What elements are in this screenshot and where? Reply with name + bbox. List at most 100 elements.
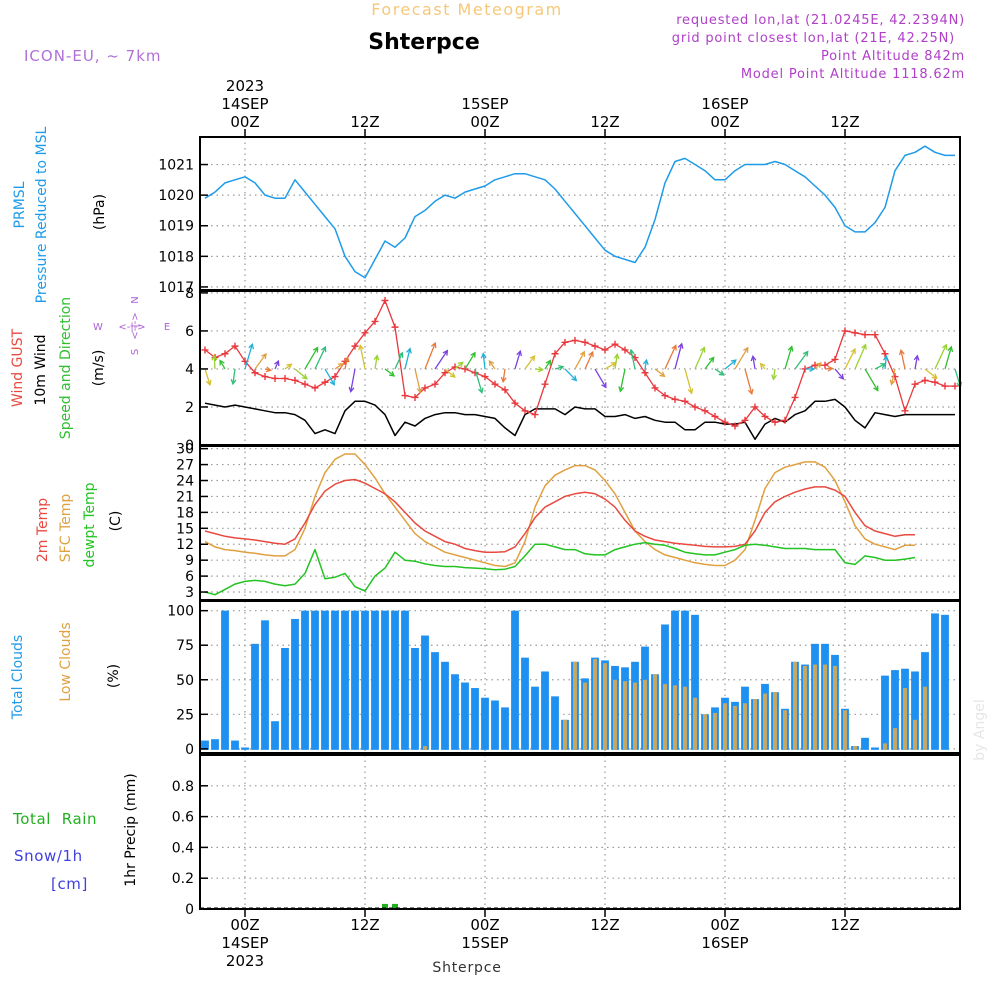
wind-ytick-label: 8 bbox=[185, 286, 194, 302]
year-label-bottom: 2023 bbox=[226, 952, 264, 970]
low-cloud-bar bbox=[923, 686, 927, 750]
sfc-temp-label: SFC Temp bbox=[58, 494, 74, 563]
total-cloud-bar bbox=[511, 610, 519, 750]
wind-arrowhead bbox=[815, 361, 822, 368]
wind-direction-arrow bbox=[684, 368, 693, 394]
total-cloud-bar bbox=[311, 610, 319, 750]
model-label: ICON-EU, ~ 7km bbox=[24, 47, 162, 65]
time-label-bottom: 00Z bbox=[470, 916, 499, 934]
wind-direction-arrow bbox=[474, 368, 483, 393]
gust-point bbox=[221, 350, 229, 358]
clouds-ytick-label: 50 bbox=[176, 673, 194, 689]
low-cloud-bar bbox=[733, 706, 737, 750]
wind-direction-arrow bbox=[384, 368, 395, 377]
total-cloud-bar bbox=[201, 740, 209, 750]
temp2m-line bbox=[204, 478, 915, 553]
wind-arrowhead bbox=[500, 376, 507, 384]
wind-direction-label: Speed and Direction bbox=[58, 297, 74, 439]
gust-point bbox=[781, 416, 789, 424]
clouds-ytick-label: 75 bbox=[176, 638, 194, 654]
wind-direction-arrow bbox=[350, 368, 356, 392]
wind-arrowhead bbox=[449, 372, 456, 378]
wind-direction-arrow bbox=[464, 352, 476, 370]
axis-labels: 1017101810191020102102468369121518212427… bbox=[158, 77, 859, 970]
gust-point bbox=[391, 323, 399, 331]
low-cloud-bar bbox=[693, 697, 697, 750]
gust-point bbox=[421, 384, 429, 392]
low-cloud-bar bbox=[723, 703, 727, 750]
wind-arrowhead bbox=[931, 373, 938, 380]
low-cloud-bar bbox=[793, 661, 797, 750]
low-cloud-bar bbox=[833, 665, 837, 750]
wind-arrowhead bbox=[430, 341, 437, 349]
wind-direction-arrow bbox=[344, 357, 349, 370]
wind-direction-arrow bbox=[884, 356, 887, 370]
total-cloud-bar bbox=[861, 737, 869, 750]
gust-point bbox=[401, 392, 409, 400]
pressure-ytick-label: 1019 bbox=[158, 219, 194, 235]
gust-label: Wind GUST bbox=[10, 328, 26, 407]
total-cloud-bar bbox=[361, 610, 369, 750]
wind-arrowhead bbox=[301, 373, 308, 380]
wind-direction-arrow bbox=[444, 368, 456, 378]
low-cloud-label: Low Clouds bbox=[58, 622, 74, 701]
wind-arrowhead bbox=[889, 379, 896, 386]
low-cloud-bar bbox=[853, 746, 857, 750]
low-cloud-bar bbox=[623, 681, 627, 750]
wind-arrowhead bbox=[265, 366, 272, 373]
wind-direction-arrow bbox=[664, 345, 677, 370]
product-title: Forecast Meteogram bbox=[371, 0, 562, 19]
low-cloud-bar bbox=[893, 728, 897, 750]
total-cloud-bar bbox=[291, 618, 299, 750]
wind-arrowhead bbox=[898, 348, 905, 356]
wind-arrowhead bbox=[343, 356, 350, 363]
wind-direction-arrow bbox=[404, 348, 411, 370]
gust-point bbox=[441, 369, 449, 377]
precip-unit: 1hr Precip (mm) bbox=[123, 773, 139, 886]
wind-direction-arrow bbox=[524, 355, 535, 370]
wind-arrowhead bbox=[457, 361, 464, 368]
clouds-ytick-label: 25 bbox=[176, 707, 194, 723]
point-altitude: Point Altitude 842m bbox=[821, 49, 965, 64]
precip-ytick-label: 0.6 bbox=[172, 810, 194, 826]
wind-labels: Wind GUST 10m Wind Speed and Direction (… bbox=[10, 296, 170, 439]
total-cloud-bar bbox=[411, 647, 419, 750]
wind-arrowhead bbox=[730, 359, 737, 365]
wind-arrowhead bbox=[480, 352, 487, 359]
pressure-ytick-label: 1017 bbox=[158, 280, 194, 296]
gust-point bbox=[691, 403, 699, 411]
wind-arrowhead bbox=[588, 350, 594, 358]
compass-ns-arrow: <-|-> bbox=[130, 312, 141, 339]
gust-point bbox=[881, 350, 889, 358]
wind-direction-arrow bbox=[644, 359, 648, 370]
time-label-top: 00Z bbox=[470, 113, 499, 131]
wind-arrowhead bbox=[477, 387, 484, 394]
low-cloud-bar bbox=[843, 710, 847, 750]
gust-point bbox=[871, 331, 879, 339]
precip-labels: Total Rain Snow/1h [cm] 1hr Precip (mm) bbox=[12, 773, 139, 893]
temperature-ytick-label: 12 bbox=[176, 537, 194, 553]
low-cloud-bar bbox=[683, 686, 687, 750]
total-cloud-bar bbox=[871, 747, 879, 750]
total-cloud-bar bbox=[521, 657, 529, 750]
wind-arrowhead bbox=[671, 344, 677, 351]
precip-ytick-label: 0.4 bbox=[172, 840, 194, 856]
wind-arrowhead bbox=[416, 387, 423, 394]
gust-point bbox=[201, 346, 209, 354]
wind-arrowhead bbox=[913, 354, 920, 361]
wind-direction-arrow bbox=[204, 368, 211, 386]
wind10m-label: 10m Wind bbox=[33, 334, 49, 405]
precip-ytick-label: 0 bbox=[185, 902, 194, 918]
wind10m-line bbox=[204, 398, 955, 441]
total-cloud-bar bbox=[881, 675, 889, 750]
gust-point bbox=[581, 338, 589, 346]
temperature-ytick-label: 9 bbox=[185, 553, 194, 569]
gust-point bbox=[901, 407, 909, 415]
gust-point bbox=[481, 373, 489, 381]
temperature-ytick-label: 30 bbox=[176, 442, 194, 458]
wind-direction-arrow bbox=[619, 368, 626, 392]
temperature-ytick-label: 6 bbox=[185, 569, 194, 585]
gust-point bbox=[351, 342, 359, 350]
compass-e: E bbox=[164, 322, 170, 333]
wind-direction-arrow bbox=[324, 368, 335, 385]
